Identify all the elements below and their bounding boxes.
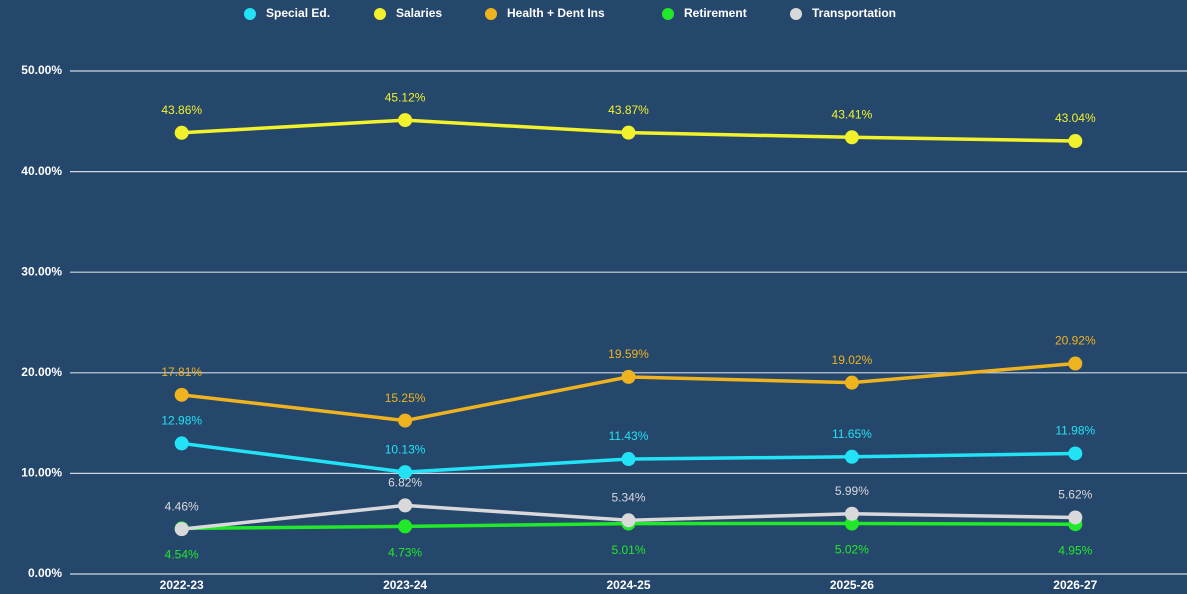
x-tick-label: 2026-27 [1053,578,1097,592]
legend-marker [485,8,497,20]
x-tick-label: 2022-23 [160,578,204,592]
legend-label: Special Ed. [266,6,330,20]
data-label: 5.99% [835,484,869,498]
data-label: 20.92% [1055,334,1096,348]
data-point [174,522,189,537]
data-point [398,519,413,534]
y-tick-label: 10.00% [21,466,62,480]
data-label: 4.95% [1058,543,1092,557]
data-point [844,375,859,390]
data-label: 4.73% [388,546,422,560]
data-point [844,516,859,531]
data-point [398,113,413,128]
data-label: 5.01% [611,543,645,557]
data-label: 43.41% [832,107,873,121]
data-label: 15.25% [385,391,426,405]
data-point [1068,356,1083,371]
y-tick-label: 20.00% [21,365,62,379]
data-point [621,452,636,467]
data-label: 5.62% [1058,488,1092,502]
data-label: 10.13% [385,442,426,456]
data-label: 6.82% [388,476,422,490]
data-point [844,449,859,464]
data-point [844,506,859,521]
legend-marker [790,8,802,20]
data-label: 4.46% [165,499,199,513]
data-label: 43.04% [1055,111,1096,125]
data-point [1068,134,1083,149]
data-point [174,436,189,451]
data-label: 43.86% [161,103,202,117]
data-point [1068,446,1083,461]
x-tick-label: 2024-25 [606,578,650,592]
data-label: 5.34% [611,490,645,504]
data-point [398,465,413,480]
data-point [621,513,636,528]
x-tick-label: 2025-26 [830,578,874,592]
data-point [621,125,636,140]
data-label: 17.81% [161,365,202,379]
data-point [844,130,859,145]
data-point [398,413,413,428]
data-point [1068,510,1083,525]
legend-label: Transportation [812,6,896,20]
legend-label: Salaries [396,6,442,20]
data-point [174,125,189,140]
legend-marker [374,8,386,20]
data-point [621,369,636,384]
legend-marker [662,8,674,20]
data-label: 19.59% [608,347,649,361]
data-label: 11.43% [609,429,649,443]
y-tick-label: 0.00% [28,566,62,580]
data-label: 4.54% [165,547,199,561]
x-tick-label: 2023-24 [383,578,427,592]
legend-marker [244,8,256,20]
data-point [398,498,413,513]
legend-label: Health + Dent Ins [507,6,605,20]
data-point [174,387,189,402]
data-label: 5.02% [835,543,869,557]
data-label: 43.87% [608,103,649,117]
data-label: 11.65% [832,427,872,441]
y-tick-label: 30.00% [21,264,62,278]
data-label: 12.98% [161,414,202,428]
y-tick-label: 50.00% [21,63,62,77]
data-label: 19.02% [832,353,873,367]
data-label: 11.98% [1055,424,1095,438]
y-tick-label: 40.00% [21,164,62,178]
data-label: 45.12% [385,90,426,104]
legend-label: Retirement [684,6,747,20]
